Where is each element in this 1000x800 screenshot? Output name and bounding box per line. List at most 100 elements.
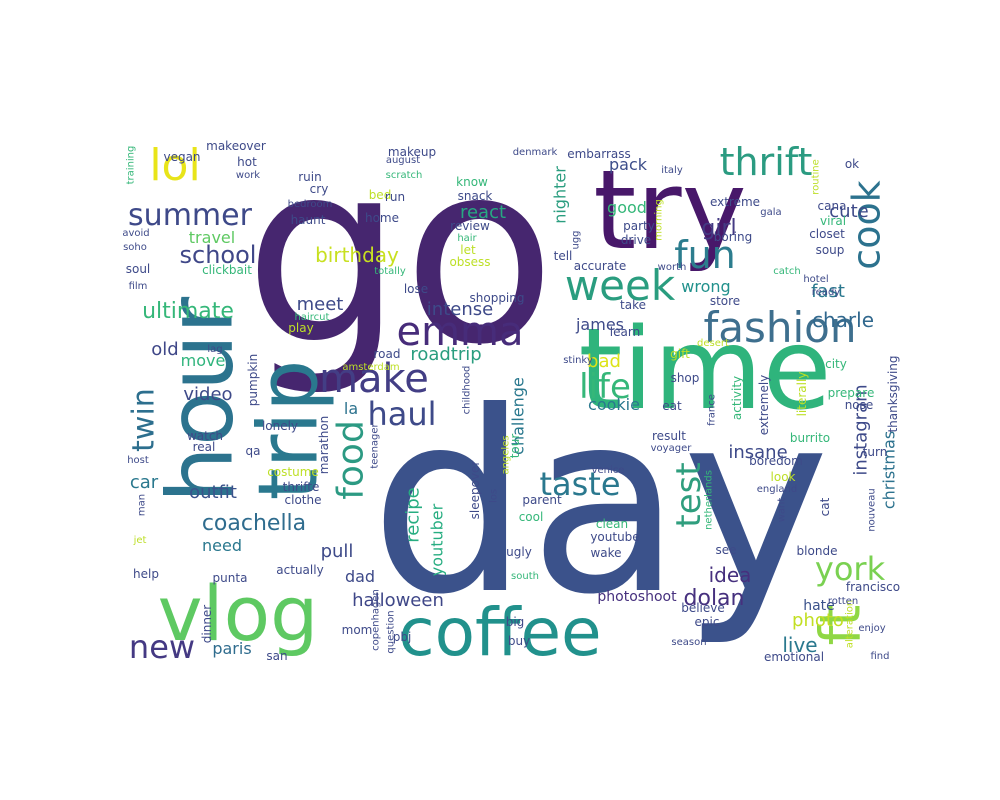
word-bedroom: bedroom xyxy=(288,199,333,210)
word-wrong: wrong xyxy=(681,277,730,296)
word-day: day xyxy=(370,358,830,649)
word-go: go xyxy=(244,108,556,399)
word-england: england xyxy=(757,484,797,495)
word-intense: intense xyxy=(427,299,493,320)
word-fun: fun xyxy=(674,233,736,277)
word-sleepover: sleepover xyxy=(468,461,482,520)
word-york: york xyxy=(815,550,886,588)
word-insane: insane xyxy=(728,442,787,463)
word-mom: mom xyxy=(342,623,373,637)
word-video: video xyxy=(183,384,232,405)
word-want: want xyxy=(777,498,788,523)
word-burrito: burrito xyxy=(790,431,830,445)
word-eat: eat xyxy=(662,399,682,413)
word-desert: desert xyxy=(697,338,729,349)
word-see: see xyxy=(715,543,736,557)
word-need: need xyxy=(202,536,242,555)
word-fast: fast xyxy=(811,281,845,302)
word-nouveau: nouveau xyxy=(867,488,878,531)
word-literally: literally xyxy=(795,372,809,417)
word-snack: snack xyxy=(458,189,493,203)
word-hot: hot xyxy=(237,155,257,169)
word-cook: cook xyxy=(844,180,888,269)
word-lag: lag xyxy=(207,344,222,355)
word-new: new xyxy=(129,628,195,666)
word-pbj: pbj xyxy=(393,630,412,644)
word-look: look xyxy=(771,470,796,484)
word-home: home xyxy=(365,211,399,225)
word-gift: gift xyxy=(670,347,690,361)
word-scratch: scratch xyxy=(386,170,423,181)
word-review: review xyxy=(450,219,490,233)
word-girl: girl xyxy=(701,216,736,241)
word-totally: totally xyxy=(374,266,406,277)
word-punta: punta xyxy=(213,571,248,585)
word-road: road xyxy=(374,347,401,361)
word-photoshoot: photoshoot xyxy=(597,589,677,605)
word-paris: paris xyxy=(212,639,251,658)
word-learn: learn xyxy=(610,325,640,339)
word-tour: tour xyxy=(508,434,522,459)
word-film: film xyxy=(129,281,148,292)
word-drive: drive xyxy=(621,233,651,247)
word-live: live xyxy=(782,633,817,657)
word-nose: nose xyxy=(845,398,874,412)
word-angeles: angeles xyxy=(501,435,512,474)
word-party: party xyxy=(623,219,655,233)
word-find: find xyxy=(871,651,890,662)
word-life: life xyxy=(579,367,631,407)
word-time: time xyxy=(578,305,831,435)
word-run: run xyxy=(385,190,405,204)
word-christmas: christmas xyxy=(880,431,899,509)
word-good: good xyxy=(607,198,647,217)
word-recipe: recipe xyxy=(402,487,423,542)
word-question: question xyxy=(386,610,397,653)
word-actually: actually xyxy=(276,563,323,577)
word-voyager: voyager xyxy=(651,443,693,454)
word-vegan: vegan xyxy=(163,150,200,164)
word-hate: hate xyxy=(803,598,835,614)
word-real: real xyxy=(193,440,216,454)
word-closet: closet xyxy=(809,227,845,241)
word-cookie: cookie xyxy=(588,395,640,414)
word-hour: hour xyxy=(149,297,254,503)
word-james: james xyxy=(575,315,624,334)
word-morning: morning xyxy=(654,199,665,241)
word-boring: boring xyxy=(714,230,752,244)
word-store: store xyxy=(710,294,740,308)
word-emma: emma xyxy=(396,309,523,355)
word-venice: venice xyxy=(592,465,625,476)
word-work: work xyxy=(236,170,260,181)
word-move: move xyxy=(181,351,226,370)
word-routine: routine xyxy=(811,159,822,195)
word-avoid: avoid xyxy=(122,228,149,239)
word-cute: cute xyxy=(829,201,868,222)
word-blonde: blonde xyxy=(797,544,838,558)
word-help: help xyxy=(133,567,159,581)
word-clean: clean xyxy=(596,517,628,531)
word-man: man xyxy=(137,494,148,516)
word-nighter: nighter xyxy=(551,166,570,224)
word-lose: lose xyxy=(404,282,428,296)
word-travel: travel xyxy=(189,228,235,247)
word-meet: meet xyxy=(297,294,344,315)
word-coffee: coffee xyxy=(398,594,601,671)
word-ugly: ugly xyxy=(506,545,532,559)
word-result: result xyxy=(652,429,686,443)
word-embarrass: embarrass xyxy=(567,147,631,161)
word-clothe: clothe xyxy=(285,493,322,507)
word-italy: italy xyxy=(661,165,683,176)
word-catch: catch xyxy=(773,266,800,277)
word-try: try xyxy=(593,146,746,274)
word-hair: hair xyxy=(457,233,477,244)
word-ruin: ruin xyxy=(298,170,321,184)
word-marathon: marathon xyxy=(317,416,331,475)
word-august: august xyxy=(386,155,420,166)
word-buy: buy xyxy=(508,634,530,648)
word-dinner: dinner xyxy=(200,605,214,644)
word-school: school xyxy=(180,241,257,269)
word-roadtrip: roadtrip xyxy=(410,344,481,365)
word-cat: cat xyxy=(818,497,832,516)
word-haul: haul xyxy=(367,395,436,433)
